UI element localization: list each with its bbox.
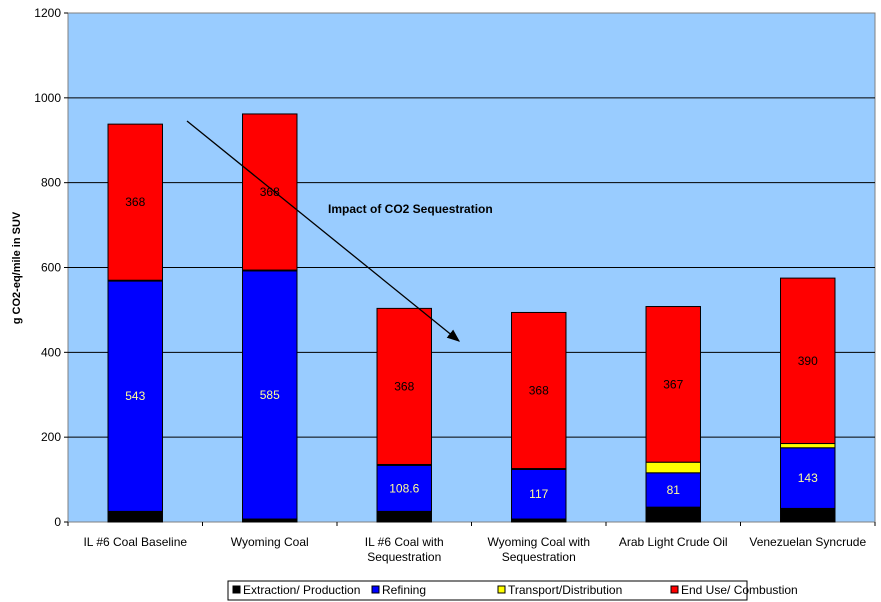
bar-segment xyxy=(645,306,701,463)
data-label: 81 xyxy=(667,483,681,497)
x-axis-ticks: IL #6 Coal Baseline Wyoming Coal IL #6 Coa… xyxy=(67,522,876,564)
bar-segment xyxy=(780,443,836,449)
y-axis-label: g CO2-eq/mile in SUV xyxy=(11,211,23,324)
data-label: 368 xyxy=(529,384,549,398)
legend-label: End Use/ Combustion xyxy=(681,583,798,597)
bar-segment xyxy=(511,311,567,470)
data-label: 367 xyxy=(663,377,683,391)
annotation-text: Impact of CO2 Sequestration xyxy=(328,202,493,216)
x-tick-label: Wyoming Coal with xyxy=(487,535,590,549)
data-label: 143 xyxy=(798,471,818,485)
bar-segment xyxy=(780,277,836,445)
bar-segment xyxy=(376,510,432,523)
legend-swatch xyxy=(371,585,380,594)
x-tick-label: IL #6 Coal Baseline xyxy=(83,535,187,549)
data-label: 117 xyxy=(529,487,548,501)
bar-segment xyxy=(645,506,701,523)
legend: Extraction/ Production Refining Transport/… xyxy=(227,580,798,601)
y-tick-label: 200 xyxy=(41,430,61,444)
bar-segment xyxy=(376,307,432,465)
x-tick-label: Sequestration xyxy=(502,550,576,564)
data-label: 390 xyxy=(798,354,818,368)
bar-segment xyxy=(242,113,298,271)
bar-segment xyxy=(511,468,567,520)
x-tick-label: Venezuelan Syncrude xyxy=(749,535,866,549)
legend-box xyxy=(227,580,748,601)
data-label: 368 xyxy=(394,379,414,393)
y-tick-label: 400 xyxy=(41,345,61,359)
bar-segment xyxy=(242,270,298,520)
legend-label: Refining xyxy=(382,583,426,597)
data-labels: 543 368 585 368 108.6 368 117 368 81 367 143 390 xyxy=(125,185,818,501)
x-tick-label: Arab Light Crude Oil xyxy=(619,535,728,549)
y-axis-ticks: 0 200 400 600 800 1000 1200 xyxy=(34,6,68,529)
bar-segment xyxy=(780,447,836,509)
legend-swatch xyxy=(497,585,506,594)
data-label: 368 xyxy=(260,185,280,199)
legend-swatch xyxy=(670,585,679,594)
x-tick-label: Wyoming Coal xyxy=(231,535,309,549)
bar-segment xyxy=(107,123,163,281)
y-tick-label: 1000 xyxy=(34,91,61,105)
bars xyxy=(107,113,836,523)
gridlines xyxy=(68,97,875,438)
x-tick-label: IL #6 Coal with xyxy=(365,535,444,549)
data-label: 368 xyxy=(125,195,145,209)
x-tick-label: Sequestration xyxy=(367,550,441,564)
y-tick-label: 0 xyxy=(54,515,61,529)
legend-label: Transport/Distribution xyxy=(508,583,622,597)
legend-label: Extraction/ Production xyxy=(243,583,360,597)
y-tick-label: 600 xyxy=(41,261,61,275)
bar-segment xyxy=(780,507,836,523)
annotation-arrow xyxy=(186,120,461,342)
data-label: 108.6 xyxy=(389,481,419,495)
y-tick-label: 1200 xyxy=(34,6,61,20)
y-tick-label: 800 xyxy=(41,176,61,190)
bar-segment xyxy=(645,461,701,474)
data-label: 585 xyxy=(260,388,280,402)
data-label: 543 xyxy=(125,389,145,403)
bar-segment xyxy=(107,510,163,523)
legend-swatch xyxy=(232,585,241,594)
